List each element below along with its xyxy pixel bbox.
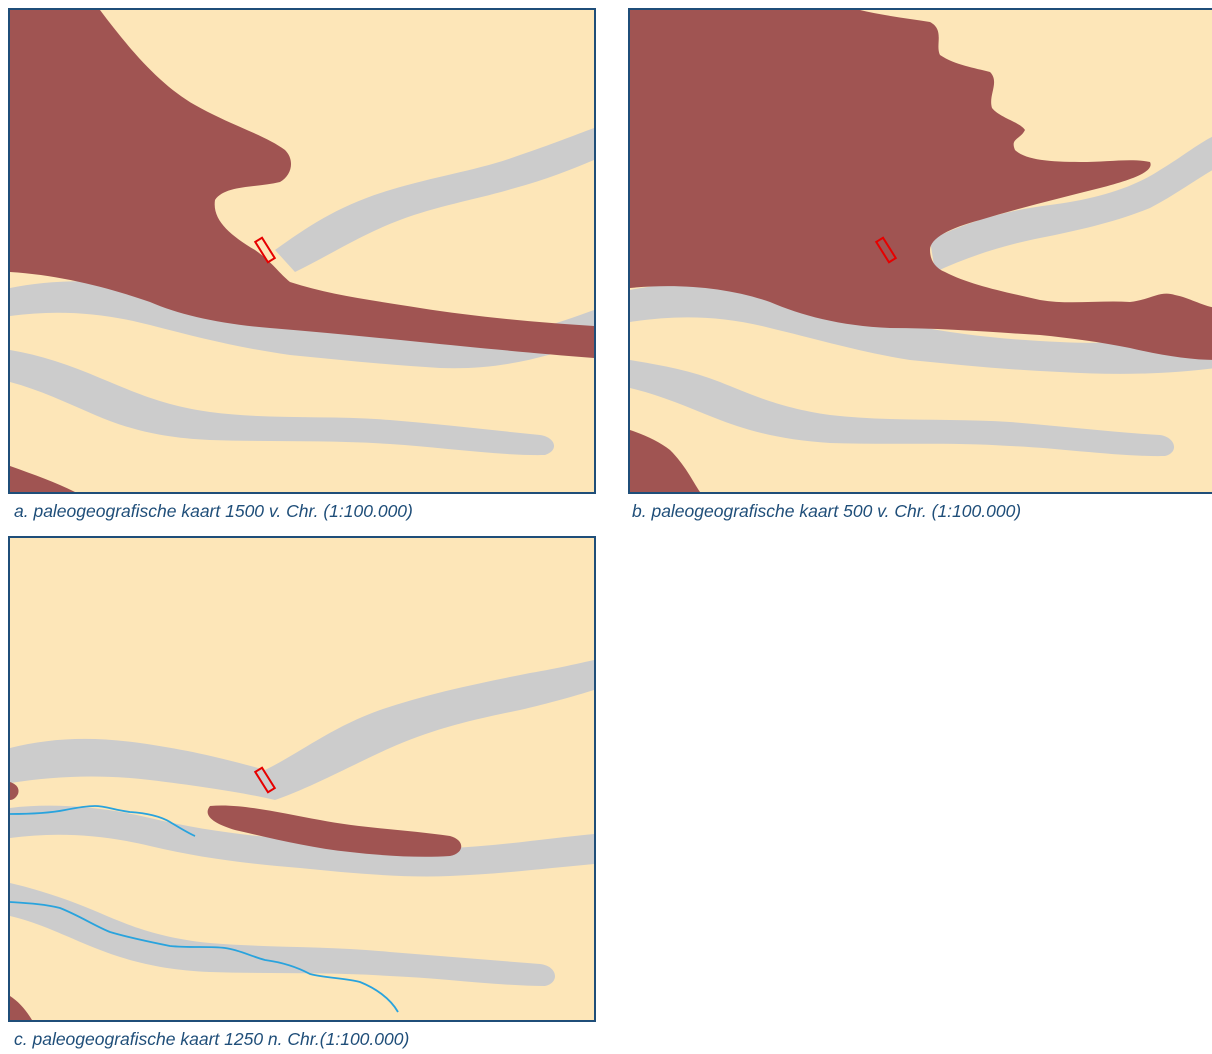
channel-upper [10,660,594,800]
channel-upper [275,128,594,272]
map-a [8,8,596,494]
channel-lower [10,350,555,456]
caption-b: b. paleogeografische kaart 500 v. Chr. (… [632,501,1022,521]
peat-area [10,10,594,358]
channel-lower [10,883,556,986]
site-marker [253,766,277,794]
river-lower [10,901,399,1013]
peat-corner [10,466,75,492]
peat-corner [630,430,700,492]
channel-upper [930,136,1212,272]
map-b [628,8,1212,494]
channel-middle [630,283,1212,374]
map-b-graphic [630,10,1212,492]
peat-patch [207,805,462,857]
site-marker [874,236,898,264]
peat-corner [10,996,32,1020]
site-marker [253,236,277,264]
peat-area [630,10,1212,360]
caption-c: c. paleogeografische kaart 1250 n. Chr.(… [14,1029,410,1049]
channel-lower [630,360,1175,457]
map-c-graphic [10,660,594,1020]
caption-a: a. paleogeografische kaart 1500 v. Chr. … [14,501,413,521]
river-upper [10,805,196,837]
map-c [8,536,596,1022]
peat-edge [10,782,19,800]
map-a-graphic [10,10,594,492]
